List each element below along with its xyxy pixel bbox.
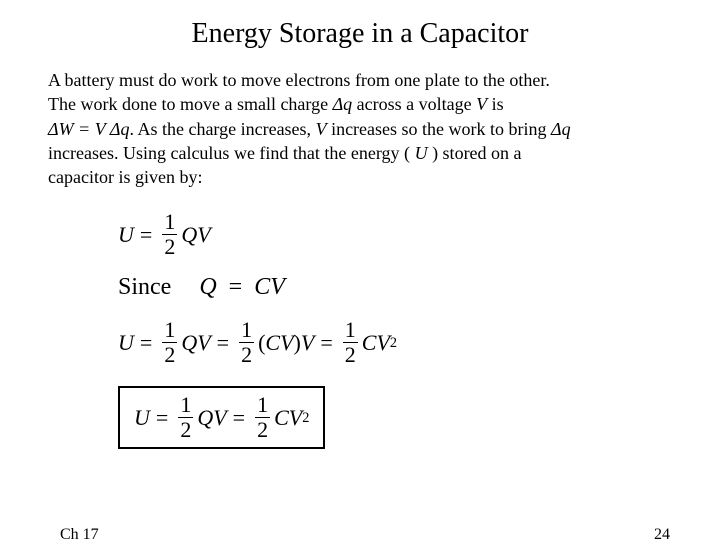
footer-page-number: 24: [654, 526, 670, 544]
text: . As the charge increases,: [129, 119, 315, 139]
text: The work done to move a small charge: [48, 94, 333, 114]
var-c: C: [265, 330, 280, 356]
var-u: U: [134, 405, 150, 431]
denominator: 2: [162, 342, 177, 366]
var-dq: Δq: [333, 94, 353, 114]
var-c: C: [362, 330, 377, 356]
numerator: 1: [255, 394, 270, 417]
var-v: V: [213, 405, 226, 431]
eq-boxed-result: U = 1 2 QV = 1 2 CV2: [118, 386, 325, 449]
var-v: V: [316, 119, 327, 139]
var-c: C: [274, 405, 289, 431]
text: A battery must do work to move electrons…: [48, 70, 550, 90]
var-v: V: [197, 330, 210, 356]
denominator: 2: [162, 234, 177, 258]
frac-half: 1 2: [239, 319, 254, 366]
text: increases. Using calculus we find that t…: [48, 143, 415, 163]
since-row: Since Q = CV: [118, 274, 672, 301]
var-v: V: [301, 330, 314, 356]
text: increases so the work to bring: [327, 119, 551, 139]
numerator: 1: [162, 211, 177, 234]
rparen: ): [294, 330, 301, 356]
denominator: 2: [343, 342, 358, 366]
frac-half: 1 2: [162, 211, 177, 258]
denominator: 2: [255, 417, 270, 441]
var-u: U: [118, 222, 134, 248]
numerator: 1: [162, 319, 177, 342]
since-label: Since: [118, 274, 171, 301]
frac-half: 1 2: [343, 319, 358, 366]
frac-half: 1 2: [255, 394, 270, 441]
eq-u-half-qv: U = 1 2 QV: [118, 211, 672, 258]
var-v: V: [197, 222, 210, 248]
var-v: V: [289, 405, 302, 431]
equals: =: [156, 405, 168, 431]
var-v: V: [376, 330, 389, 356]
eq-derivation: U = 1 2 QV = 1 2 (CV)V = 1 2 CV2: [118, 319, 672, 366]
equals: =: [229, 274, 243, 300]
body-paragraph: A battery must do work to move electrons…: [48, 68, 672, 189]
equals: =: [320, 330, 332, 356]
equals: =: [140, 222, 152, 248]
numerator: 1: [178, 394, 193, 417]
equals: =: [217, 330, 229, 356]
var-q: Q: [181, 222, 197, 248]
var-dq: Δq: [551, 119, 571, 139]
text: capacitor is given by:: [48, 167, 202, 187]
var-v: V: [270, 274, 285, 300]
text: is: [487, 94, 504, 114]
text: ) stored on a: [428, 143, 522, 163]
text: across a voltage: [352, 94, 476, 114]
eq-inline: ΔW = V Δq: [48, 119, 129, 139]
var-v: V: [476, 94, 487, 114]
var-u: U: [118, 330, 134, 356]
var-v: V: [280, 330, 293, 356]
frac-half: 1 2: [162, 319, 177, 366]
equations: U = 1 2 QV Since Q = CV U = 1 2 QV =: [118, 211, 672, 449]
var-q: Q: [181, 330, 197, 356]
var-q: Q: [199, 274, 216, 300]
var-u: U: [415, 143, 428, 163]
denominator: 2: [178, 417, 193, 441]
eq-q-cv: Q = CV: [199, 274, 285, 301]
var-q: Q: [197, 405, 213, 431]
lparen: (: [258, 330, 265, 356]
slide-title: Energy Storage in a Capacitor: [48, 18, 672, 50]
footer-chapter: Ch 17: [60, 526, 99, 544]
denominator: 2: [239, 342, 254, 366]
var-c: C: [254, 274, 270, 300]
numerator: 1: [343, 319, 358, 342]
equals: =: [140, 330, 152, 356]
numerator: 1: [239, 319, 254, 342]
frac-half: 1 2: [178, 394, 193, 441]
equals: =: [233, 405, 245, 431]
